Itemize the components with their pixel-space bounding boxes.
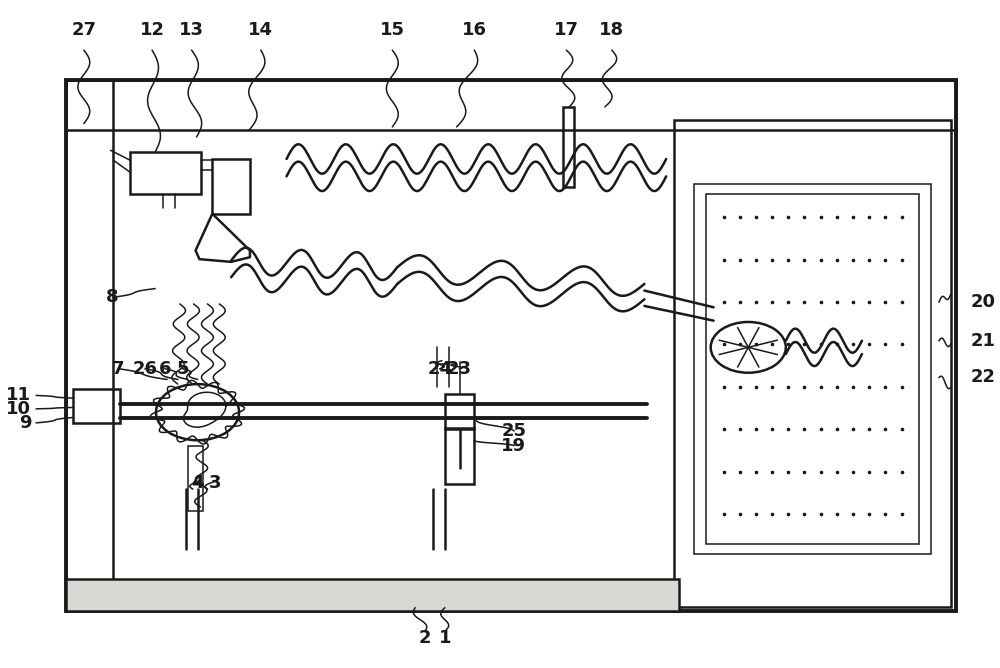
Bar xyxy=(694,184,931,554)
Bar xyxy=(445,394,474,429)
Text: 23: 23 xyxy=(447,360,472,377)
Text: 22: 22 xyxy=(971,369,996,386)
Text: 3: 3 xyxy=(209,474,222,492)
Bar xyxy=(212,159,250,214)
Text: 2: 2 xyxy=(419,629,431,647)
Bar xyxy=(66,80,113,611)
Text: 20: 20 xyxy=(971,293,996,311)
Text: 19: 19 xyxy=(501,437,526,454)
Text: 15: 15 xyxy=(380,21,405,39)
Bar xyxy=(66,80,956,611)
Bar xyxy=(188,446,203,511)
Text: 27: 27 xyxy=(71,21,96,39)
Bar xyxy=(66,80,956,130)
Bar xyxy=(563,107,574,187)
Bar xyxy=(130,152,201,194)
Bar xyxy=(73,389,120,423)
Text: 26: 26 xyxy=(133,360,158,377)
Text: 13: 13 xyxy=(179,21,204,39)
Text: 11: 11 xyxy=(6,387,31,404)
Text: 24: 24 xyxy=(427,360,452,377)
Text: 12: 12 xyxy=(140,21,165,39)
Text: 14: 14 xyxy=(248,21,273,39)
Text: 5: 5 xyxy=(176,360,189,377)
Text: 7: 7 xyxy=(112,360,125,377)
Text: 17: 17 xyxy=(554,21,579,39)
Bar xyxy=(706,194,919,544)
Text: 9: 9 xyxy=(19,414,31,432)
Bar xyxy=(674,120,951,607)
Text: 1: 1 xyxy=(438,629,451,647)
Bar xyxy=(445,428,474,484)
Text: 6: 6 xyxy=(159,360,171,377)
Text: 8: 8 xyxy=(106,289,119,306)
Text: 4: 4 xyxy=(191,474,204,492)
Text: 16: 16 xyxy=(462,21,487,39)
Text: 10: 10 xyxy=(6,400,31,418)
Text: 21: 21 xyxy=(971,332,996,349)
Text: 18: 18 xyxy=(599,21,624,39)
Bar xyxy=(66,579,679,611)
Text: 25: 25 xyxy=(501,422,526,440)
